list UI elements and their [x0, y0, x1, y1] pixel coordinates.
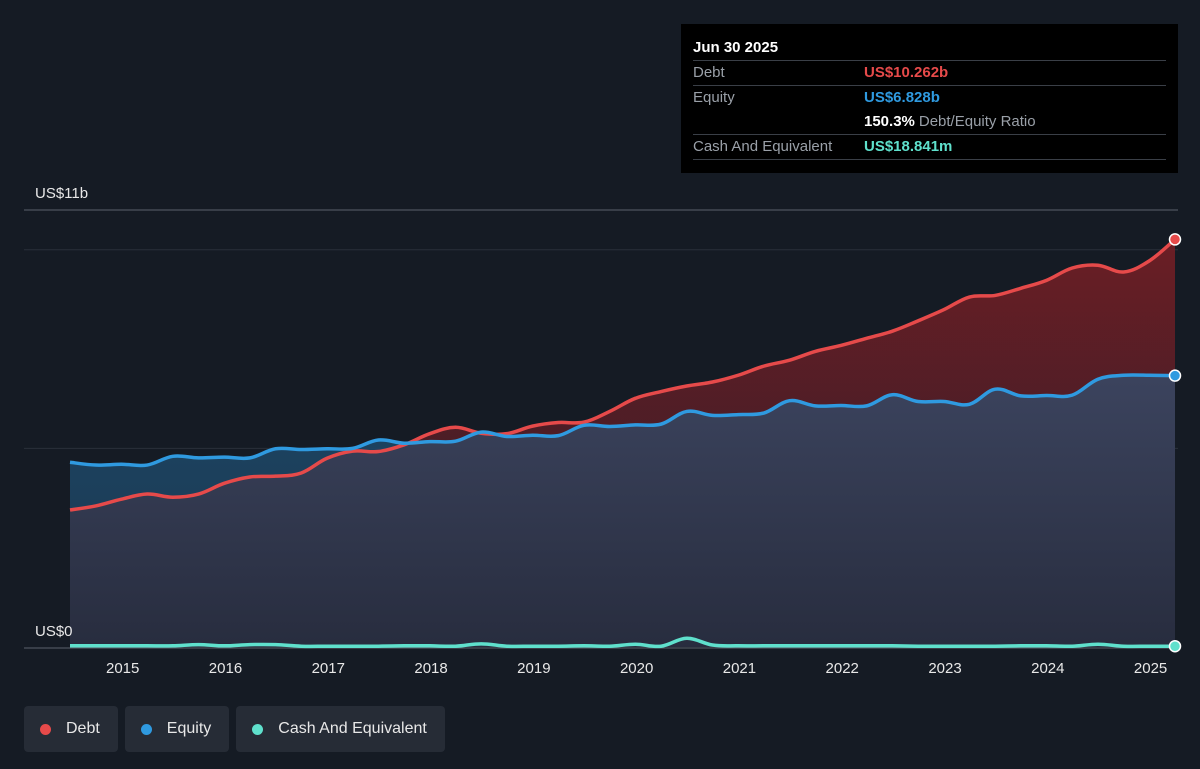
tooltip-cash-label: Cash And Equivalent: [693, 138, 833, 155]
tooltip-debt-value: US$10.262b: [864, 64, 949, 81]
tooltip-equity-value: US$6.828b: [864, 89, 940, 106]
y-axis-top-label: US$11b: [35, 185, 88, 202]
tooltip-ratio-value: 150.3%: [864, 113, 915, 130]
legend-item-equity[interactable]: Equity: [124, 706, 230, 752]
series-lines: [69, 238, 1177, 649]
legend-label-cash: Cash And Equivalent: [278, 720, 427, 737]
x-tick-label: 2023: [928, 660, 961, 677]
tooltip-bottom-divider: [693, 159, 1166, 184]
equity-dot-icon: [140, 723, 152, 735]
cash-end-marker: [1168, 639, 1182, 653]
equity-line: [69, 373, 1176, 468]
tooltip-equity-label: Equity: [693, 89, 735, 106]
overlap-area: [70, 374, 1175, 647]
legend-item-cash[interactable]: Cash And Equivalent: [236, 706, 445, 752]
debt-end-marker: [1168, 233, 1182, 246]
x-tick-label: 2024: [1031, 660, 1064, 677]
equity-end-marker: [1168, 369, 1182, 382]
x-tick-label: 2019: [517, 660, 550, 677]
x-tick-label: 2015: [106, 660, 139, 677]
x-tick-label: 2016: [209, 660, 242, 677]
x-tick-label: 2025: [1134, 660, 1167, 677]
debt-dot-icon: [40, 723, 51, 735]
tooltip-cash-row: Cash And Equivalent US$18.841m: [693, 134, 1166, 159]
chart-legend: Debt Equity Cash And Equivalent: [24, 706, 445, 752]
tooltip-ratio-row: 150.3% Debt/Equity Ratio: [693, 110, 1166, 134]
end-markers: [1168, 233, 1182, 653]
tooltip-debt-row: Debt US$10.262b: [693, 60, 1166, 85]
cash-line: [70, 636, 1175, 649]
legend-item-debt[interactable]: Debt: [24, 706, 118, 752]
y-axis-bottom-label: US$0: [35, 623, 73, 640]
legend-label-debt: Debt: [66, 720, 100, 737]
tooltip-cash-value: US$18.841m: [864, 138, 953, 155]
tooltip-equity-row: Equity US$6.828b: [693, 85, 1166, 110]
area-fills: [70, 239, 1175, 647]
x-tick-label: 2020: [620, 660, 653, 677]
x-tick-label: 2018: [414, 660, 447, 677]
tooltip-ratio-label: Debt/Equity Ratio: [918, 113, 1036, 130]
debt-line: [69, 238, 1177, 512]
tooltip-date: Jun 30 2025: [693, 39, 779, 56]
x-tick-label: 2022: [826, 660, 859, 677]
data-tooltip: Jun 30 2025 Debt US$10.262b Equity US$6.…: [681, 24, 1178, 173]
legend-label-equity: Equity: [166, 720, 212, 737]
x-tick-label: 2021: [723, 660, 756, 677]
axis-labels: US$11b US$0 2015 2016 2017 2018 2019 2020 2021…: [35, 185, 1167, 677]
cash-dot-icon: [252, 723, 264, 735]
tooltip-debt-label: Debt: [693, 64, 725, 81]
x-tick-label: 2017: [312, 660, 345, 677]
